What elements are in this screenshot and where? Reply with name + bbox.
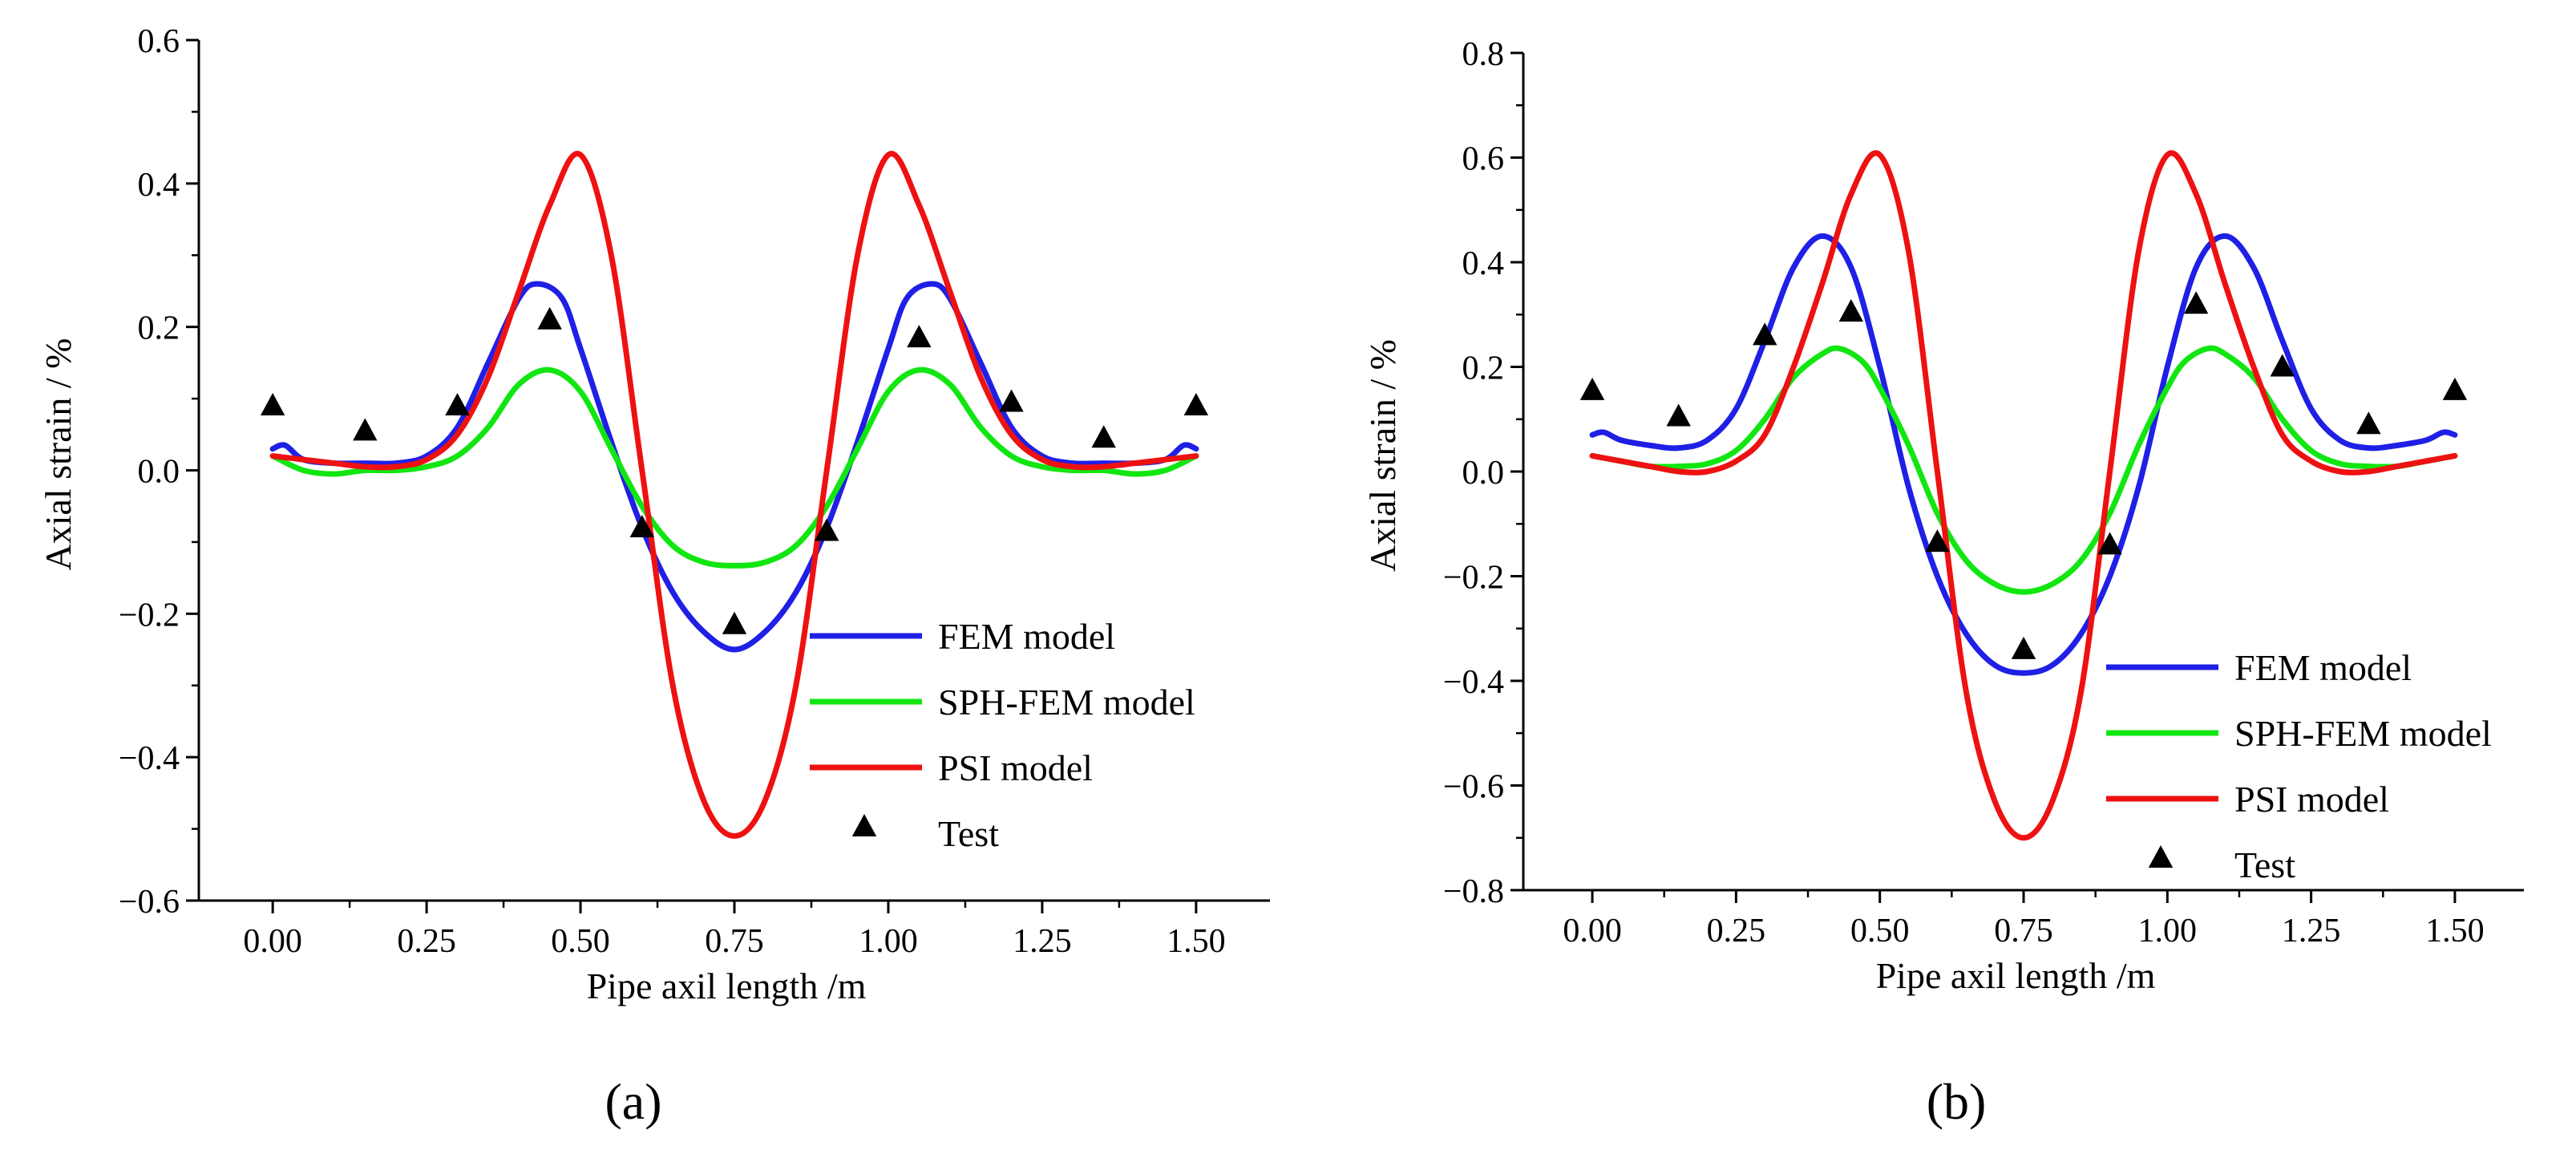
x-tick-label: 0.50 bbox=[551, 923, 610, 960]
test-point bbox=[2442, 377, 2468, 400]
test-point bbox=[353, 418, 378, 441]
test-point bbox=[537, 306, 562, 330]
test-point bbox=[1666, 403, 1691, 427]
panel-label: (b) bbox=[1927, 1073, 1987, 1130]
test-point bbox=[999, 389, 1024, 412]
test-point bbox=[1579, 377, 1605, 400]
x-axis-label: Pipe axil length /m bbox=[1876, 955, 2156, 996]
y-tick-label: 0.4 bbox=[1462, 245, 1505, 282]
legend-label-fem-model: FEM model bbox=[2234, 647, 2412, 688]
test-point bbox=[1925, 529, 1950, 553]
y-axis-label: Axial strain / % bbox=[38, 338, 79, 571]
x-tick-label: 0.75 bbox=[1994, 913, 2053, 949]
x-tick-label: 0.25 bbox=[1707, 913, 1766, 949]
y-tick-label: 0.2 bbox=[138, 310, 180, 347]
test-point bbox=[2356, 411, 2381, 435]
series-line-fem-model bbox=[1589, 233, 2458, 676]
y-tick-label: −0.6 bbox=[119, 884, 180, 921]
legend-marker-test bbox=[2148, 845, 2174, 868]
x-tick-label: 1.50 bbox=[1167, 923, 1226, 960]
test-point bbox=[629, 515, 655, 538]
test-point bbox=[2270, 354, 2295, 377]
x-tick-label: 1.00 bbox=[2138, 913, 2198, 949]
series-line-sph-fem-model bbox=[1589, 345, 2458, 595]
legend-marker-test bbox=[851, 814, 877, 836]
legend-label-sph-fem-model: SPH-FEM model bbox=[938, 682, 1195, 723]
x-tick-label: 1.25 bbox=[1013, 923, 1072, 960]
x-tick-label: 1.50 bbox=[2425, 913, 2485, 949]
test-point bbox=[1838, 298, 1864, 322]
y-tick-label: −0.8 bbox=[1443, 873, 1504, 910]
chart-panel-1: 0.00 0.25 0.50 0.75 1.00 1.25 1.50 −0.8 −0.6 −0.4… bbox=[1362, 36, 2524, 1130]
x-tick-label: 0.50 bbox=[1850, 913, 1910, 949]
legend-label-test: Test bbox=[938, 813, 999, 854]
series-line-sph-fem-model bbox=[269, 366, 1199, 569]
legend-label-psi-model: PSI model bbox=[2234, 779, 2389, 820]
y-tick-label: 0.2 bbox=[1462, 350, 1505, 387]
x-tick-label: 0.00 bbox=[243, 923, 302, 960]
x-tick-label: 1.00 bbox=[859, 923, 918, 960]
y-tick-label: −0.2 bbox=[119, 597, 180, 634]
series-line-fem-model bbox=[269, 281, 1199, 653]
y-axis-label: Axial strain / % bbox=[1362, 339, 1403, 572]
test-point bbox=[260, 393, 285, 416]
legend-label-psi-model: PSI model bbox=[938, 747, 1093, 788]
x-tick-label: 0.00 bbox=[1563, 913, 1622, 949]
x-axis-label: Pipe axil length /m bbox=[587, 966, 867, 1006]
x-tick-label: 0.25 bbox=[397, 923, 456, 960]
y-tick-label: 0.6 bbox=[138, 23, 180, 60]
legend-label-sph-fem-model: SPH-FEM model bbox=[2234, 713, 2492, 754]
panel-label: (a) bbox=[605, 1073, 661, 1130]
y-tick-label: −0.2 bbox=[1443, 560, 1504, 597]
test-point bbox=[814, 518, 839, 541]
test-point bbox=[722, 611, 747, 634]
series-line-psi-model bbox=[1589, 150, 2458, 841]
test-point bbox=[1183, 393, 1209, 416]
test-point bbox=[1091, 425, 1116, 448]
y-tick-label: 0.4 bbox=[138, 167, 180, 204]
x-tick-label: 0.75 bbox=[705, 923, 764, 960]
test-point bbox=[445, 393, 470, 416]
legend-label-test: Test bbox=[2234, 844, 2295, 885]
y-tick-label: 0.0 bbox=[138, 454, 180, 491]
series-line-psi-model bbox=[269, 151, 1199, 839]
legend-label-fem-model: FEM model bbox=[938, 616, 1115, 657]
y-tick-label: −0.4 bbox=[119, 740, 180, 777]
test-point bbox=[1753, 322, 1777, 346]
chart-panel-0: 0.00 0.25 0.50 0.75 1.00 1.25 1.50 −0.6 −0.4 −0.2… bbox=[38, 23, 1270, 1130]
y-tick-label: 0.0 bbox=[1462, 455, 1505, 492]
y-tick-label: −0.6 bbox=[1443, 769, 1504, 806]
y-tick-label: 0.8 bbox=[1462, 36, 1505, 73]
x-tick-label: 1.25 bbox=[2282, 913, 2341, 949]
test-point bbox=[2011, 636, 2036, 659]
y-tick-label: 0.6 bbox=[1462, 141, 1505, 178]
y-tick-label: −0.4 bbox=[1443, 664, 1504, 701]
test-point bbox=[2183, 291, 2209, 314]
test-point bbox=[2097, 532, 2122, 555]
test-point bbox=[907, 325, 932, 348]
